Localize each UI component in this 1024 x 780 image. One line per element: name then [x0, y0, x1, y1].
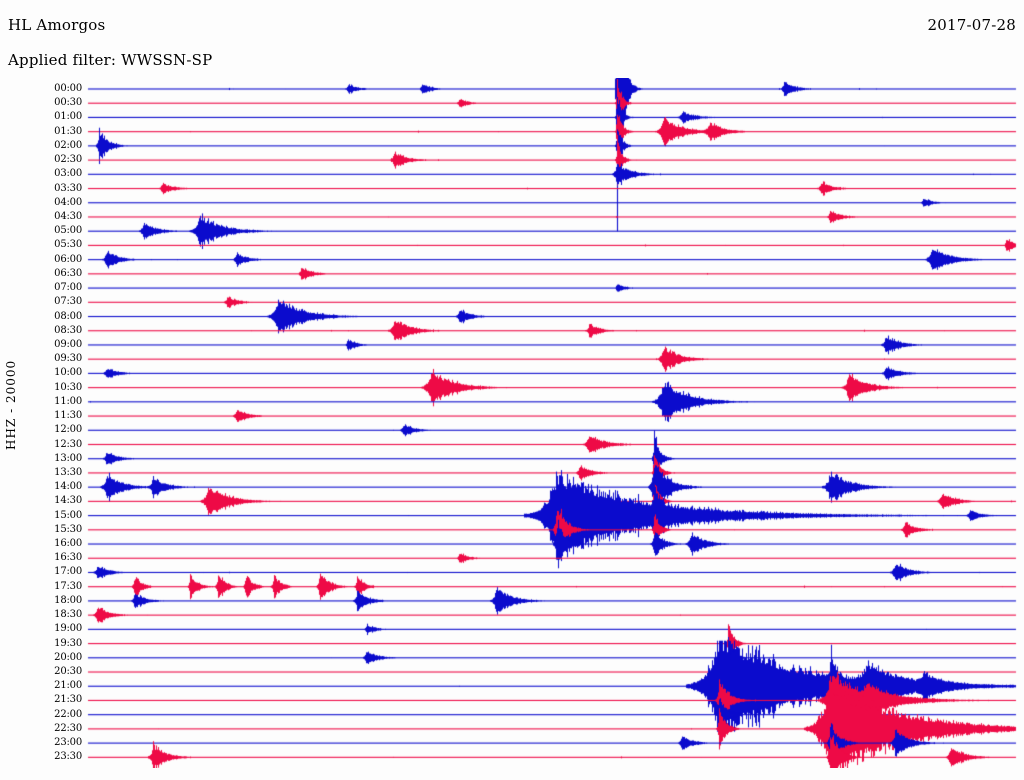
time-label: 05:00 — [54, 225, 82, 237]
applied-filter-label: Applied filter: WWSSN-SP — [8, 51, 213, 69]
time-label: 07:30 — [54, 296, 82, 308]
time-label: 11:30 — [54, 410, 82, 422]
time-label: 18:00 — [54, 594, 82, 606]
time-label: 11:00 — [54, 395, 82, 407]
time-label: 02:00 — [54, 139, 82, 151]
time-label: 07:00 — [54, 282, 82, 294]
time-label: 17:00 — [54, 566, 82, 578]
time-label: 06:00 — [54, 253, 82, 265]
time-label: 16:00 — [54, 538, 82, 550]
time-label: 21:30 — [54, 694, 82, 706]
time-label: 02:30 — [54, 154, 82, 166]
time-label: 01:30 — [54, 125, 82, 137]
time-label: 19:00 — [54, 623, 82, 635]
time-label: 00:00 — [54, 83, 82, 94]
time-label: 18:30 — [54, 609, 82, 621]
time-label: 05:30 — [54, 239, 82, 251]
time-label: 21:00 — [54, 680, 82, 692]
time-label: 19:30 — [54, 637, 82, 649]
time-label: 09:30 — [54, 353, 82, 365]
time-label: 22:00 — [54, 708, 82, 720]
time-label: 15:30 — [54, 523, 82, 535]
helicorder-plot: 00:00 00:30 01:00 01:30 02:00 02:30 03:00 03:30… — [0, 78, 1024, 768]
time-label: 14:00 — [54, 481, 82, 493]
time-label: 08:00 — [54, 310, 82, 322]
time-label: 20:00 — [54, 651, 82, 663]
time-label: 08:30 — [54, 324, 82, 336]
time-label: 14:30 — [54, 495, 82, 507]
record-date: 2017-07-28 — [927, 16, 1016, 34]
time-label: 15:00 — [54, 509, 82, 521]
time-label: 03:00 — [54, 168, 82, 180]
station-title: HL Amorgos — [8, 16, 106, 34]
time-label: 23:00 — [54, 737, 82, 749]
time-label: 04:00 — [54, 196, 82, 208]
time-label: 09:00 — [54, 338, 82, 350]
time-label: 04:30 — [54, 210, 82, 222]
time-label: 16:30 — [54, 552, 82, 564]
time-axis: 00:00 00:30 01:00 01:30 02:00 02:30 03:00 03:30… — [0, 78, 86, 768]
time-label: 20:30 — [54, 666, 82, 678]
time-label: 10:00 — [54, 367, 82, 379]
time-label: 03:30 — [54, 182, 82, 194]
time-label: 06:30 — [54, 267, 82, 279]
time-label: 22:30 — [54, 722, 82, 734]
time-label: 12:30 — [54, 438, 82, 450]
time-label: 00:30 — [54, 97, 82, 109]
time-label: 01:00 — [54, 111, 82, 123]
time-label: 17:30 — [54, 580, 82, 592]
time-label: 23:30 — [54, 751, 82, 763]
time-label: 13:30 — [54, 466, 82, 478]
time-label: 10:30 — [54, 381, 82, 393]
time-label: 12:00 — [54, 424, 82, 436]
time-label: 13:00 — [54, 452, 82, 464]
seismogram-traces — [0, 78, 1024, 768]
